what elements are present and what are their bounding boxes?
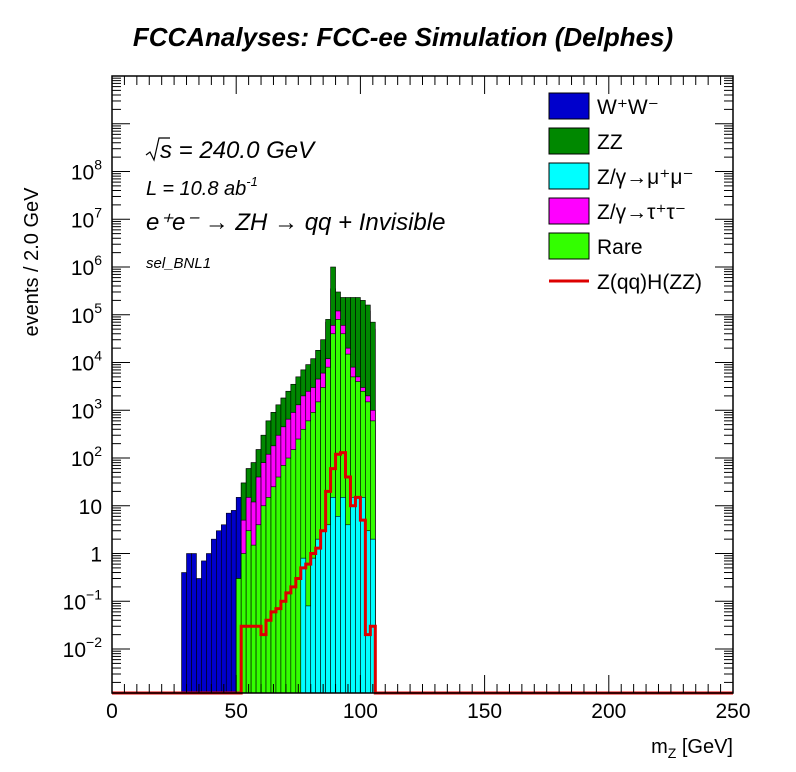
y-tick-label: 108 — [71, 157, 102, 185]
y-axis-tick-labels: 10−2 10−1 1 10 102 103 104 105 106 107 108 — [63, 157, 103, 663]
bar — [201, 560, 207, 694]
bar — [191, 553, 197, 694]
process-annotation: e⁺e⁻ → ZH → qq + Invisible — [146, 209, 445, 236]
x-tick-label: 100 — [343, 700, 378, 723]
bar — [345, 524, 351, 694]
y-tick-label: 106 — [71, 252, 102, 280]
legend-label: ZZ — [597, 131, 623, 154]
x-axis-label: mZ [GeV] — [651, 736, 733, 761]
bar — [350, 497, 356, 694]
bar — [325, 524, 331, 694]
bar — [206, 553, 212, 694]
bar — [315, 538, 321, 694]
legend-label: W⁺W⁻ — [597, 96, 659, 119]
x-axis-ticks — [111, 76, 734, 693]
annotations: s = 240.0 GeV L = 10.8 ab-1 e⁺e⁻ → ZH → … — [145, 137, 445, 272]
y-tick-label: 102 — [71, 443, 102, 471]
bar — [250, 544, 257, 694]
bar — [255, 524, 262, 694]
lumi-annotation: L = 10.8 ab-1 — [146, 174, 258, 200]
y-tick-label: 1 — [90, 544, 102, 567]
y-tick-label: 103 — [71, 395, 102, 423]
x-tick-label: 250 — [715, 700, 750, 723]
y-tick-label: 104 — [71, 348, 102, 376]
x-tick-label: 50 — [225, 700, 248, 723]
bar — [275, 476, 282, 694]
bar — [335, 516, 341, 694]
x-tick-label: 200 — [591, 700, 626, 723]
y-axis-label: events / 2.0 GeV — [21, 187, 43, 337]
bar — [285, 457, 292, 694]
bar — [330, 497, 336, 694]
legend-swatch — [548, 232, 590, 260]
y-tick-label: 107 — [71, 204, 102, 232]
bar — [270, 486, 277, 694]
bar — [305, 605, 312, 694]
x-tick-label: 0 — [106, 700, 118, 723]
legend-swatch — [548, 127, 590, 155]
legend-label: Z/γ→μ⁺μ⁻ — [597, 166, 694, 189]
bar — [295, 438, 302, 694]
bar — [220, 524, 227, 694]
legend-label: Z/γ→τ⁺τ⁻ — [597, 201, 686, 224]
sqrt-s-annotation: s = 240.0 GeV — [160, 137, 316, 164]
bar — [260, 505, 267, 694]
y-tick-label: 105 — [71, 300, 102, 328]
legend-entry: Z/γ→τ⁺τ⁻ — [548, 197, 686, 225]
legend-entry: Z(qq)H(ZZ) — [549, 271, 702, 294]
bar — [310, 557, 316, 694]
y-tick-label: 10 — [79, 496, 102, 519]
bar — [280, 465, 287, 694]
chart-title: FCCAnalyses: FCC-ee Simulation (Delphes) — [133, 22, 673, 52]
legend-swatch — [548, 197, 590, 225]
bar — [211, 538, 217, 694]
x-axis-label-sub: Z — [668, 745, 677, 761]
bar — [181, 572, 187, 694]
bar — [186, 553, 192, 694]
bar — [355, 497, 361, 694]
y-tick-label: 10−2 — [63, 634, 103, 662]
bar — [290, 449, 297, 694]
legend-entry: Z/γ→μ⁺μ⁻ — [548, 162, 694, 190]
legend-entry: W⁺W⁻ — [548, 92, 659, 120]
legend-entry: Rare — [548, 232, 643, 260]
sqrt-symbol — [145, 137, 170, 162]
bar — [245, 530, 252, 694]
bar — [265, 497, 272, 694]
bar — [225, 512, 232, 694]
bar — [230, 510, 237, 694]
bar — [340, 497, 346, 694]
bar — [196, 578, 202, 694]
y-tick-label: 10−1 — [63, 586, 103, 614]
legend-label: Z(qq)H(ZZ) — [597, 271, 702, 294]
legend-swatch — [548, 162, 590, 190]
bar — [320, 530, 326, 694]
legend-swatch — [548, 92, 590, 120]
legend-entry: ZZ — [548, 127, 623, 155]
selection-annotation: sel_BNL1 — [146, 255, 211, 272]
bar — [216, 530, 222, 694]
legend-label: Rare — [597, 236, 643, 259]
y-axis-ticks — [112, 77, 733, 683]
x-axis-tick-labels: 0 50 100 150 200 250 — [106, 700, 750, 723]
legend: W⁺W⁻ ZZ Z/γ→μ⁺μ⁻ Z/γ→τ⁺τ⁻ Rare Z(qq)H(ZZ) — [548, 92, 702, 294]
x-tick-label: 150 — [467, 700, 502, 723]
